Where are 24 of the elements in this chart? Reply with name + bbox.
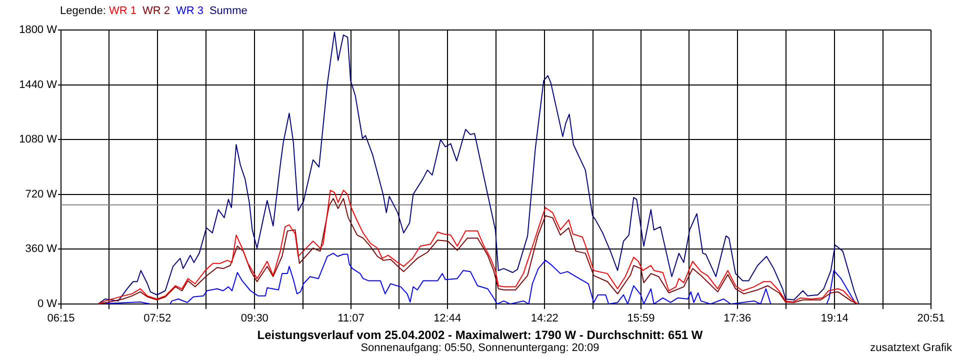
x-tick-label: 07:52 xyxy=(144,312,172,325)
x-tick-label: 17:36 xyxy=(724,312,752,325)
x-tick-label: 14:22 xyxy=(530,312,558,325)
x-tick-label: 19:14 xyxy=(820,312,848,325)
y-tick-label: 1800 W xyxy=(19,24,58,36)
x-axis-title: Leistungsverlauf vom 25.04.2002 - Maximalwert: 1790 W - Durchschnitt: 651 W xyxy=(256,328,704,342)
x-tick-label: 09:30 xyxy=(240,312,268,325)
y-tick-label: 1440 W xyxy=(19,78,58,91)
x-tick-label: 20:51 xyxy=(917,312,945,325)
x-tick-label: 06:15 xyxy=(47,312,75,325)
y-tick-label: 720 W xyxy=(25,188,58,200)
x-tick-label: 11:07 xyxy=(338,312,364,325)
text: Sonnenaufgang: 05:50, Sonnenuntergang: 20:09 xyxy=(360,342,600,354)
x-tick-label: 12:44 xyxy=(434,312,462,325)
text: WR 3 xyxy=(176,5,204,17)
y-tick-label: 0 W xyxy=(37,298,58,310)
text: zusatztext Grafik xyxy=(870,342,952,354)
x-tick-label: 15:59 xyxy=(627,312,655,325)
text: WR 2 xyxy=(142,5,170,17)
y-tick-label: 360 W xyxy=(25,243,58,256)
y-tick-label: 1080 W xyxy=(19,134,58,146)
legend-title: Legende: xyxy=(60,5,107,17)
text: WR 1 xyxy=(108,5,136,17)
text: Summe xyxy=(209,5,248,17)
